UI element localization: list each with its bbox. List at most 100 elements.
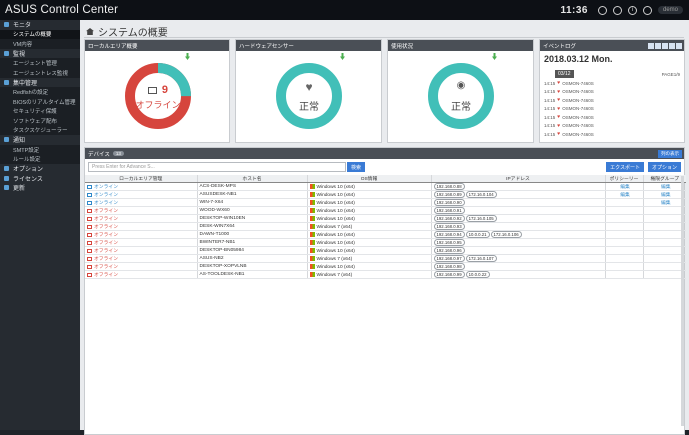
search-button[interactable]: 検索 — [347, 162, 366, 172]
sidebar-item[interactable]: ルール設定 — [0, 154, 80, 164]
host-name: ACS-DESK-MPS — [196, 182, 307, 191]
policy-edit-link[interactable] — [604, 206, 643, 215]
pin-icon[interactable] — [492, 53, 497, 60]
sidebar-item[interactable]: エージェント管理 — [0, 58, 80, 68]
table-row[interactable]: オフライン AS-TOOLDESK-NB1 Windows 7 (x64) 192.1… — [85, 270, 686, 279]
table-row[interactable]: オフライン BWINTER7-NB1 Windows 10 (x64) 192.168… — [85, 238, 686, 247]
policy-edit-link[interactable] — [604, 238, 643, 247]
sidebar-item[interactable]: エージェントレス監視 — [0, 67, 80, 78]
up-icon[interactable] — [662, 42, 668, 49]
power-icon[interactable] — [642, 5, 652, 15]
sidebar-item[interactable]: ソフトウェア配布 — [0, 115, 80, 126]
sidebar-group[interactable]: オプション — [0, 164, 80, 174]
table-row[interactable]: オフライン WOOD-WX60 Windows 10 (x64) 192.168.0.… — [85, 206, 686, 215]
sidebar-group[interactable]: モニタ — [0, 20, 80, 30]
grid-icon[interactable] — [648, 42, 654, 49]
policy-edit-link[interactable]: 編集 — [604, 190, 643, 199]
scrollbar[interactable] — [681, 176, 684, 426]
event-row[interactable]: 14:15 ♥ OSMON-7460S — [544, 123, 594, 129]
group-edit-link[interactable] — [642, 206, 686, 215]
sidebar-item[interactable]: システムの概要 — [0, 29, 80, 40]
policy-edit-link[interactable] — [604, 230, 643, 239]
column-header[interactable]: 権限グループ — [642, 175, 686, 183]
sidebar-item[interactable]: タスクスケジューラー — [0, 125, 80, 136]
event-row[interactable]: 14:15 ♥ OSMON-7460S — [544, 97, 594, 103]
group-edit-link[interactable]: 編集 — [642, 198, 686, 207]
info-icon[interactable]: i — [627, 5, 637, 15]
dashboard-icon: ◉ — [456, 80, 466, 91]
table-row[interactable]: オフライン DESKTOP-XOPVLNB Windows 10 (x64) 192.… — [85, 262, 686, 271]
user-menu[interactable]: demo — [657, 6, 683, 14]
export-button[interactable]: エクスポート — [606, 162, 644, 172]
sidebar-group[interactable]: 更新 — [0, 183, 80, 193]
group-edit-link[interactable] — [642, 230, 686, 239]
event-row[interactable]: 14:15 ♥ OSMON-7460S — [544, 106, 594, 112]
table-row[interactable]: オフライン DESKTOP-WIN10EN Windows 10 (x64) 192.… — [85, 214, 686, 223]
column-header[interactable]: IPアドレス — [430, 175, 605, 183]
group-edit-link[interactable]: 編集 — [642, 182, 686, 191]
down-icon[interactable] — [669, 42, 675, 49]
columns-button[interactable]: 列の表示 — [658, 149, 682, 158]
group-edit-link[interactable] — [642, 222, 686, 231]
sidebar-item[interactable]: BIOSのリアルタイム管理 — [0, 96, 80, 107]
globe-icon[interactable] — [612, 5, 622, 15]
event-row[interactable]: 14:15 ♥ OSMON-7460S — [544, 80, 594, 86]
group-edit-link[interactable] — [642, 214, 686, 223]
sidebar-item[interactable]: SMTP設定 — [0, 144, 80, 155]
group-edit-link[interactable]: 編集 — [642, 190, 686, 199]
column-header[interactable]: OS情報 — [306, 175, 431, 183]
group-edit-link[interactable] — [642, 270, 686, 279]
sidebar-group[interactable]: 集中管理 — [0, 78, 80, 88]
event-time: 14:15 — [544, 97, 556, 103]
list-icon[interactable] — [655, 42, 661, 49]
sidebar-item[interactable]: Redfishの設定 — [0, 87, 80, 97]
table-row[interactable]: オンライン ASUSDESK-NB1 Windows 10 (x64) 192.168… — [85, 190, 686, 199]
table-row[interactable]: オフライン DESK-WIN7X64 Windows 7 (x64) 192.168.… — [85, 222, 686, 231]
table-row[interactable]: オフライン DESKTOP-BN05984 Windows 10 (x64) 192.… — [85, 246, 686, 255]
event-row[interactable]: 14:15 ♥ OSMON-7460S — [544, 131, 594, 137]
policy-edit-link[interactable] — [604, 198, 643, 207]
pin-icon[interactable] — [340, 53, 345, 60]
smiley-icon[interactable] — [597, 5, 607, 15]
group-edit-link[interactable] — [642, 254, 686, 263]
event-row[interactable]: 14:15 ♥ OSMON-7460S — [544, 114, 594, 120]
table-row[interactable]: オンライン ACS-DESK-MPS Windows 10 (x64) 192.168… — [85, 182, 686, 191]
search-input[interactable]: Press Enter for Advance S... — [88, 162, 346, 172]
sidebar-item[interactable]: VM内容 — [0, 39, 80, 49]
column-header[interactable]: ローカルエリア管理 — [85, 175, 197, 183]
ip-tag: 172.16.0.107 — [465, 255, 497, 262]
event-row[interactable]: 14:15 ♥ OSMON-7460S — [544, 89, 594, 95]
policy-edit-link[interactable] — [604, 254, 643, 263]
sidebar-item[interactable]: セキュリティ保護 — [0, 106, 80, 116]
policy-edit-link[interactable]: 編集 — [604, 182, 643, 191]
policy-edit-link[interactable] — [604, 262, 643, 271]
sidebar-group[interactable]: ライセンス — [0, 174, 80, 184]
menu-icon[interactable] — [676, 42, 682, 49]
table-row[interactable]: オフライン DAWN-T1000 Windows 10 (x64) 192.168.0… — [85, 230, 686, 239]
pin-icon[interactable] — [185, 53, 190, 60]
windows-icon — [309, 255, 315, 261]
group-edit-link[interactable] — [642, 262, 686, 271]
sidebar-group[interactable]: 通知 — [0, 135, 80, 145]
group-edit-link[interactable] — [642, 238, 686, 247]
sidebar-group[interactable]: 監視 — [0, 49, 80, 59]
policy-edit-link[interactable] — [604, 214, 643, 223]
table-row[interactable]: オンライン WIN-7-X64 Windows 10 (x64) 192.168.0.… — [85, 198, 686, 207]
panel-title: イベントログ — [543, 43, 577, 50]
status-text: オフライン — [94, 249, 118, 254]
ip-tag: 192.168.0.93 — [433, 223, 465, 230]
group-edit-link[interactable] — [642, 246, 686, 255]
os-info: Windows 10 (x64) — [316, 208, 355, 214]
table-row[interactable]: オフライン ASUS-NB2 Windows 7 (x64) 192.168.0.97… — [85, 254, 686, 263]
policy-edit-link[interactable] — [604, 270, 643, 279]
option-button[interactable]: オプション — [647, 162, 681, 172]
policy-edit-link[interactable] — [604, 222, 643, 231]
host-name: DESKTOP-BN05984 — [196, 246, 307, 255]
policy-edit-link[interactable] — [604, 246, 643, 255]
column-header[interactable]: ポリシーリー — [604, 175, 643, 183]
ip-tag: 192.168.0.97 — [433, 255, 465, 262]
monitor-icon — [87, 200, 92, 205]
column-header[interactable]: ホスト名 — [196, 175, 307, 183]
windows-icon — [309, 239, 315, 245]
host-name: BWINTER7-NB1 — [196, 238, 307, 247]
